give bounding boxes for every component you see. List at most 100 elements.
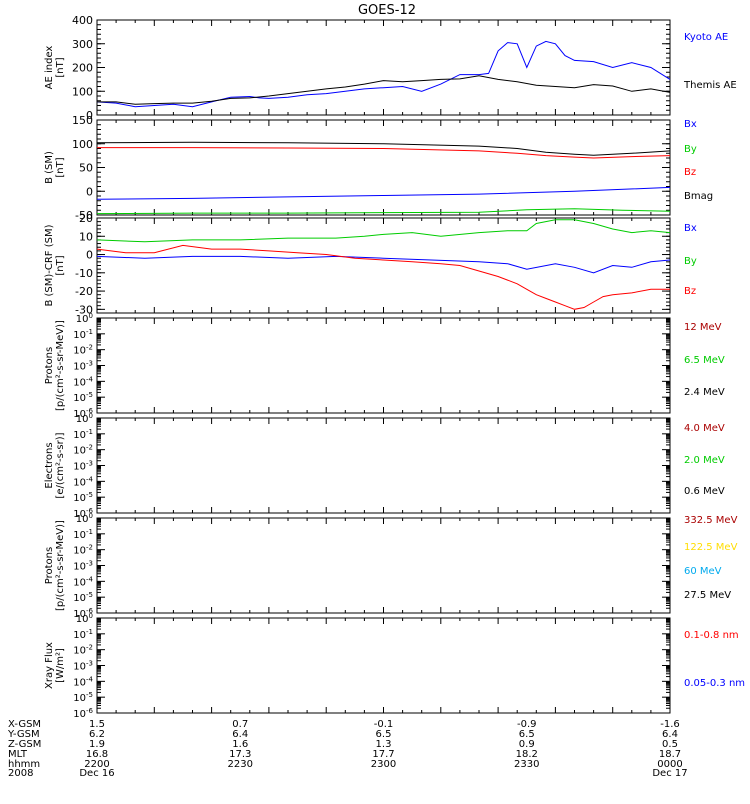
panel-frame [96, 217, 671, 314]
y-tick-label: 10-3 [73, 660, 93, 673]
series-line-by [96, 219, 671, 243]
x-table-cell: Dec 17 [652, 768, 687, 779]
x-table-row-label: X-GSM [8, 719, 41, 730]
y-tick-label: 400 [72, 14, 93, 27]
y-tick-label: 10-2 [73, 444, 93, 457]
y-axis-label: B (SM)-CRF (SM) [44, 224, 55, 306]
series-line-bz [96, 244, 670, 310]
panel-4: Protons [p/(cm²-s-sr-MeV)]10-610-510-410-… [44, 312, 725, 420]
x-table-cell: 17.3 [229, 749, 251, 760]
x-table-cell: 0000 [657, 759, 682, 770]
y-tick-label: 300 [72, 38, 93, 51]
series-line-bmag [96, 141, 671, 156]
legend-bz: Bz [684, 167, 696, 178]
series-line-bx [96, 186, 671, 200]
y-tick-label: 10-5 [73, 591, 93, 604]
panel-frame [96, 119, 671, 216]
legend-kyoto-ae: Kyoto AE [684, 32, 728, 43]
x-table-cell: 17.7 [372, 749, 394, 760]
y-tick-label: 10-4 [73, 375, 93, 388]
y-tick-label: 10-3 [73, 460, 93, 473]
y-tick-label: -50 [75, 209, 93, 222]
legend-by: By [684, 256, 697, 267]
x-table-row-label: MLT [8, 749, 28, 760]
y-axis-unit: [nT] [55, 255, 66, 275]
x-table-cell: 18.7 [659, 749, 681, 760]
y-tick-label: 50 [79, 162, 93, 175]
y-axis-label: Xray Flux [44, 642, 55, 689]
x-table-cell: -0.1 [374, 719, 394, 730]
series-line-by [96, 208, 671, 215]
y-tick-label: 200 [72, 62, 93, 75]
y-tick-label: 10-2 [73, 644, 93, 657]
x-table-cell: 6.5 [376, 729, 392, 740]
x-table-cell: 6.4 [232, 729, 248, 740]
panel-frame [96, 417, 671, 514]
y-axis-unit: [nT] [55, 57, 66, 77]
y-tick-label: 0 [86, 185, 93, 198]
y-tick-label: 0 [86, 249, 93, 262]
y-axis-unit: [p/(cm²-s-sr-MeV)] [55, 320, 66, 411]
y-tick-label: 100 [72, 85, 93, 98]
y-tick-label: 100 [76, 512, 93, 525]
y-tick-label: 10-2 [73, 344, 93, 357]
panel-frame [96, 19, 671, 116]
x-table-cell: 0.7 [232, 719, 248, 730]
y-tick-label: 10-2 [73, 544, 93, 557]
x-table-row-label: Y-GSM [7, 729, 40, 740]
y-tick-label: 20 [79, 212, 93, 225]
x-table-cell: 1.9 [89, 739, 105, 750]
panel-frame [96, 517, 671, 614]
panel-6: Protons [p/(cm²-s-sr-MeV)]10-610-510-410-… [44, 512, 738, 620]
x-table-cell: Dec 16 [79, 768, 114, 779]
x-table-cell: 2230 [228, 759, 253, 770]
legend-2-4-mev: 2.4 MeV [684, 387, 725, 398]
y-axis-unit: [p/(cm²-s-sr-MeV)] [55, 520, 66, 611]
legend-12-mev: 12 MeV [684, 322, 722, 333]
legend-themis-ae: Themis AE [683, 80, 737, 91]
y-tick-label: 100 [76, 312, 93, 325]
x-table-cell: 0.9 [519, 739, 535, 750]
y-tick-label: 100 [72, 138, 93, 151]
y-tick-label: 0 [86, 109, 93, 122]
y-tick-label: 100 [76, 412, 93, 425]
plot-title: GOES-12 [358, 3, 416, 18]
y-tick-label: 100 [76, 612, 93, 625]
legend-bmag: Bmag [684, 191, 713, 202]
panel-3: B (SM)-CRF (SM) [nT] -30 -20 -10 0 10 20 Bx By Bz [44, 212, 697, 316]
panel-frame [96, 317, 671, 414]
y-tick-label: 10-3 [73, 360, 93, 373]
legend-bx: Bx [684, 119, 697, 130]
y-axis-unit: [W/m²] [55, 648, 66, 683]
series-line-kyoto-ae [96, 40, 671, 108]
legend-60-mev: 60 MeV [684, 566, 722, 577]
x-table-cell: 1.5 [89, 719, 105, 730]
legend-0-6-mev: 0.6 MeV [684, 486, 725, 497]
y-tick-label: 10-1 [73, 628, 93, 641]
y-tick-label: 10-4 [73, 575, 93, 588]
x-table-cell: 0.5 [662, 739, 678, 750]
panel-7: Xray Flux [W/m²]10-610-510-410-310-210-11… [44, 612, 745, 720]
y-axis-label: Protons [44, 547, 55, 584]
panel-2: B (SM) [nT] -50 0 50 100 150 Bx By Bz Bmag [44, 114, 713, 222]
y-tick-label: -20 [75, 285, 93, 298]
y-axis-label: AE index [44, 46, 55, 90]
legend-bz: Bz [684, 286, 696, 297]
y-tick-label: -10 [75, 267, 93, 280]
y-tick-label: 10-5 [73, 391, 93, 404]
x-table-cell: 2330 [514, 759, 539, 770]
x-table-cell: 1.6 [232, 739, 248, 750]
y-axis-unit: [nT] [55, 157, 66, 177]
x-table-row-label: hhmm [8, 759, 40, 770]
y-tick-label: 10-5 [73, 491, 93, 504]
y-axis-label: Protons [44, 347, 55, 384]
x-table-cell: 18.2 [516, 749, 538, 760]
x-axis-table: X-GSMY-GSMZ-GSMMLThhmm20081.56.21.916.82… [7, 719, 688, 779]
y-tick-label: 150 [72, 114, 93, 127]
series-line-bx [96, 255, 671, 274]
legend-4-0-mev: 4.0 MeV [684, 423, 725, 434]
legend-0-05-0-3-nm: 0.05-0.3 nm [684, 678, 745, 689]
